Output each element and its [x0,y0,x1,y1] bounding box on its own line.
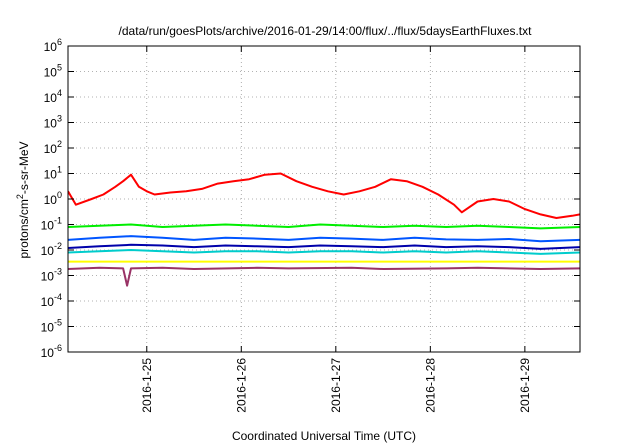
y-tick-label: 10-5 [41,318,62,335]
y-tick-exponent: 0 [57,190,62,200]
y-tick-base: 10 [41,321,55,335]
series-layer [68,172,580,287]
y-tick-exponent: 4 [57,88,62,98]
y-tick-exponent: -1 [54,216,62,226]
y-tick-label: 104 [44,88,62,105]
y-tick-base: 10 [44,66,58,80]
y-tick-label: 10-1 [41,216,62,233]
axis-ticks: 10-610-510-410-310-210-11001011021031041… [41,37,580,413]
y-tick-exponent: 3 [57,114,62,124]
y-tick-exponent: -3 [54,267,62,277]
y-axis-title-pre: protons/cm [17,199,31,258]
y-tick-base: 10 [44,193,58,207]
y-tick-base: 10 [44,168,58,182]
x-tick-label: 2016-1-26 [234,358,248,413]
y-tick-label: 103 [44,114,62,131]
series-line-6 [68,266,580,287]
y-tick-base: 10 [44,40,58,54]
chart-title: /data/run/goesPlots/archive/2016-01-29/1… [119,24,533,38]
y-tick-exponent: -6 [54,343,62,353]
x-tick-label: 2016-1-29 [518,358,532,413]
y-tick-exponent: 1 [57,165,62,175]
y-tick-label: 10-3 [41,267,62,284]
y-axis-title: protons/cm2-s-sr-MeV [15,141,31,258]
y-tick-base: 10 [41,244,55,258]
y-tick-label: 101 [44,165,62,182]
x-tick-label: 2016-1-27 [329,358,343,413]
series-line-0 [68,172,580,219]
y-tick-label: 102 [44,139,62,156]
y-axis-title-sup: 2 [15,194,25,199]
x-tick-label: 2016-1-25 [140,358,154,413]
series-line-3 [68,243,580,250]
y-tick-label: 105 [44,63,62,80]
series-line-1 [68,223,580,230]
series-line-2 [68,235,580,243]
y-tick-label: 10-2 [41,241,62,258]
y-tick-exponent: -2 [54,241,62,251]
y-tick-base: 10 [44,91,58,105]
y-tick-label: 10-4 [41,292,62,309]
x-axis-title: Coordinated Universal Time (UTC) [232,429,416,443]
y-tick-base: 10 [44,117,58,131]
y-tick-exponent: -4 [54,292,62,302]
y-tick-exponent: 5 [57,63,62,73]
y-tick-base: 10 [41,295,55,309]
y-tick-base: 10 [41,270,55,284]
grid [68,45,580,353]
y-tick-base: 10 [41,219,55,233]
y-tick-exponent: 2 [57,139,62,149]
y-tick-exponent: -5 [54,318,62,328]
y-tick-base: 10 [41,346,55,360]
y-tick-label: 10-6 [41,343,62,360]
series-line-4 [68,249,580,255]
y-tick-label: 100 [44,190,62,207]
x-tick-label: 2016-1-28 [423,358,437,413]
y-axis-title-post: -s-sr-MeV [17,141,31,194]
y-tick-base: 10 [44,142,58,156]
y-tick-label: 106 [44,37,62,54]
y-tick-exponent: 6 [57,37,62,47]
